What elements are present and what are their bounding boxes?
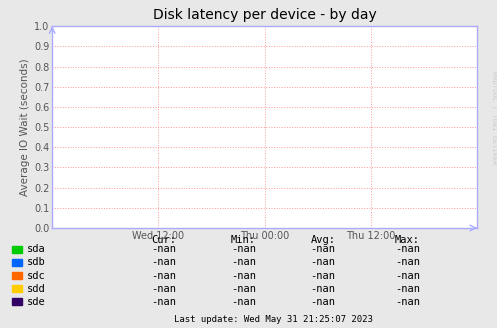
Text: -nan: -nan (311, 297, 335, 307)
Text: -nan: -nan (231, 271, 256, 280)
Text: Last update: Wed May 31 21:25:07 2023: Last update: Wed May 31 21:25:07 2023 (174, 315, 373, 324)
Text: -nan: -nan (395, 244, 420, 254)
Text: Cur:: Cur: (152, 235, 176, 244)
Text: sdb: sdb (27, 257, 46, 267)
Text: RRDTOOL / TOBI OETIKER: RRDTOOL / TOBI OETIKER (491, 71, 497, 165)
Text: -nan: -nan (231, 257, 256, 267)
Text: sda: sda (27, 244, 46, 254)
Text: -nan: -nan (152, 244, 176, 254)
Title: Disk latency per device - by day: Disk latency per device - by day (153, 8, 377, 22)
Text: -nan: -nan (231, 284, 256, 294)
Text: -nan: -nan (152, 271, 176, 280)
Text: -nan: -nan (395, 297, 420, 307)
Text: Min:: Min: (231, 235, 256, 244)
Text: Max:: Max: (395, 235, 420, 244)
Text: sdc: sdc (27, 271, 46, 280)
Text: -nan: -nan (152, 284, 176, 294)
Text: -nan: -nan (395, 271, 420, 280)
Text: -nan: -nan (311, 284, 335, 294)
Text: Avg:: Avg: (311, 235, 335, 244)
Text: sdd: sdd (27, 284, 46, 294)
Text: -nan: -nan (395, 284, 420, 294)
Text: -nan: -nan (311, 257, 335, 267)
Text: -nan: -nan (152, 297, 176, 307)
Text: -nan: -nan (311, 244, 335, 254)
Text: sde: sde (27, 297, 46, 307)
Text: -nan: -nan (311, 271, 335, 280)
Text: -nan: -nan (152, 257, 176, 267)
Text: -nan: -nan (231, 244, 256, 254)
Text: -nan: -nan (395, 257, 420, 267)
Text: -nan: -nan (231, 297, 256, 307)
Y-axis label: Average IO Wait (seconds): Average IO Wait (seconds) (20, 58, 30, 196)
